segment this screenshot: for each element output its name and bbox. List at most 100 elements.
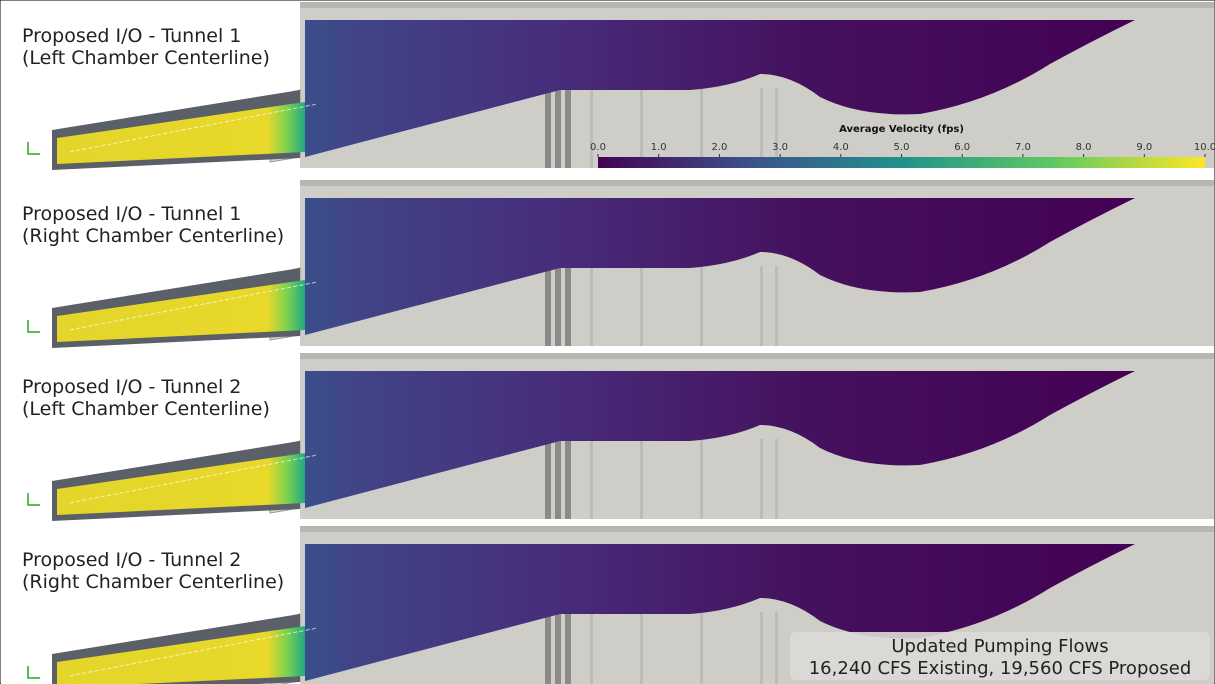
- vector: [162, 656, 168, 659]
- vector: [181, 306, 186, 309]
- vector: [119, 491, 124, 494]
- vector: [224, 471, 230, 474]
- vector: [218, 645, 223, 648]
- structure-line: [545, 439, 551, 519]
- structure-line: [555, 612, 561, 684]
- structure-line: [760, 266, 763, 346]
- vector: [255, 638, 261, 641]
- vector: [293, 285, 298, 288]
- vector: [76, 149, 81, 152]
- vector: [286, 286, 292, 289]
- top-strip: [300, 2, 1214, 8]
- structure-line: [775, 612, 778, 684]
- vector: [94, 323, 99, 326]
- vector: [119, 318, 124, 321]
- vector: [193, 304, 199, 307]
- vector: [218, 299, 223, 302]
- vector: [249, 115, 254, 118]
- vector: [311, 454, 316, 457]
- vector: [100, 668, 106, 671]
- vector: [131, 316, 137, 319]
- panel: Proposed I/O - Tunnel 1(Left Chamber Cen…: [1, 2, 1214, 170]
- structure-line: [760, 439, 763, 519]
- vector: [187, 305, 192, 308]
- vector: [280, 460, 285, 463]
- vector: [193, 126, 199, 129]
- vector: [107, 143, 112, 146]
- vector: [193, 477, 199, 480]
- vector: [138, 488, 143, 491]
- structure-line: [760, 88, 763, 168]
- vector: [150, 485, 155, 488]
- axes-icon: [27, 142, 40, 155]
- vector: [200, 125, 205, 128]
- vector: [181, 652, 186, 655]
- vector: [94, 496, 99, 499]
- panel: Proposed I/O - Tunnel 2(Left Chamber Cen…: [1, 353, 1214, 521]
- vector: [76, 673, 81, 676]
- vector: [69, 328, 75, 331]
- vector: [76, 500, 81, 503]
- structure-line: [640, 266, 643, 346]
- vector: [231, 119, 236, 122]
- vector: [200, 476, 205, 479]
- vector: [237, 296, 242, 299]
- top-strip: [300, 180, 1214, 186]
- tunnel: [57, 626, 305, 684]
- vector: [206, 648, 211, 651]
- structure-line: [545, 266, 551, 346]
- vector: [280, 287, 285, 290]
- structure-line: [555, 88, 561, 168]
- vector: [206, 124, 211, 127]
- vector: [243, 116, 248, 119]
- vector: [119, 664, 124, 667]
- vector: [224, 298, 230, 301]
- colorbar-tick-label: 8.0: [1076, 142, 1092, 153]
- vector: [150, 658, 155, 661]
- note-text: Updated Pumping Flows: [891, 636, 1108, 657]
- vector: [187, 651, 192, 654]
- vector: [94, 669, 99, 672]
- vector: [212, 300, 217, 303]
- vector: [231, 297, 236, 300]
- structure-line: [700, 439, 703, 519]
- vector: [280, 633, 285, 636]
- colorbar: [598, 157, 1205, 168]
- vector: [243, 467, 248, 470]
- structure-line: [545, 88, 551, 168]
- structure-line: [565, 266, 571, 346]
- vector: [138, 315, 143, 318]
- vector: [131, 138, 137, 141]
- vector: [231, 470, 236, 473]
- vector: [144, 487, 149, 490]
- vector: [113, 320, 118, 323]
- vector: [156, 484, 161, 487]
- panel-title: (Left Chamber Centerline): [22, 398, 270, 420]
- structure-line: [545, 612, 551, 684]
- vector: [162, 483, 168, 486]
- vector: [311, 103, 316, 106]
- colorbar-tick-label: 3.0: [772, 142, 788, 153]
- vector: [262, 464, 267, 467]
- vector: [76, 327, 81, 330]
- vector: [212, 122, 217, 125]
- vector: [187, 478, 192, 481]
- vector: [119, 140, 124, 143]
- vector: [274, 461, 279, 464]
- vector: [107, 667, 112, 670]
- colorbar-tick-label: 0.0: [590, 142, 606, 153]
- vector: [100, 322, 106, 325]
- panel-title: (Right Chamber Centerline): [22, 225, 284, 247]
- vector: [218, 121, 223, 124]
- vector: [69, 150, 75, 153]
- panel: Proposed I/O - Tunnel 1(Right Chamber Ce…: [1, 180, 1214, 348]
- vector: [200, 303, 205, 306]
- colorbar-tick-label: 9.0: [1136, 142, 1152, 153]
- vector: [187, 127, 192, 130]
- vector: [274, 634, 279, 637]
- vector: [262, 637, 267, 640]
- structure-line: [640, 439, 643, 519]
- note-box: [790, 632, 1210, 680]
- vector: [82, 148, 87, 151]
